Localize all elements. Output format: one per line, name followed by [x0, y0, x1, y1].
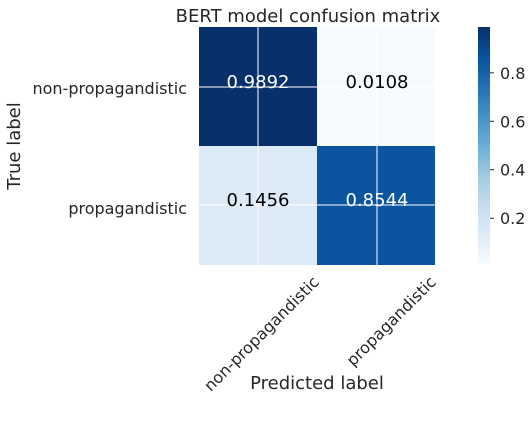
- heatmap-cells: [199, 27, 435, 265]
- cell-value-1-1: 0.8544: [346, 190, 409, 211]
- colorbar-tick-label: 0.2: [500, 209, 525, 228]
- grid-lines: [199, 27, 436, 265]
- cell-value-1-0: 0.1456: [227, 190, 290, 211]
- cell-value-labels: 0.9892 0.0108 0.1456 0.8544: [227, 72, 409, 211]
- colorbar-tick-label: 0.4: [500, 161, 525, 180]
- y-tick-label-1: propagandistic: [68, 199, 187, 218]
- y-axis-label: True label: [4, 102, 25, 191]
- x-tick-label-1: propagandistic: [342, 272, 439, 369]
- colorbar-tick-label: 0.8: [500, 64, 525, 83]
- y-tick-label-0: non-propagandistic: [32, 79, 187, 98]
- x-axis-label: Predicted label: [250, 373, 384, 394]
- colorbar-tick-label: 0.6: [500, 112, 525, 131]
- colorbar-ticks: 0.2 0.4 0.6 0.8: [490, 64, 525, 228]
- cell-value-0-0: 0.9892: [227, 72, 290, 93]
- chart-title: BERT model confusion matrix: [176, 6, 441, 27]
- cell-value-0-1: 0.0108: [346, 72, 409, 93]
- colorbar: [478, 27, 490, 264]
